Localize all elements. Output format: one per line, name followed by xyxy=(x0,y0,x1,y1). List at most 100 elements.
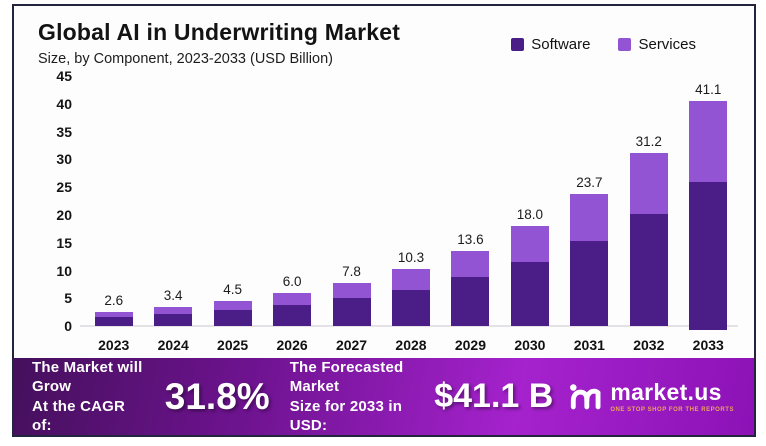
x-tick-2031: 2031 xyxy=(573,337,605,354)
segment-software xyxy=(689,182,728,330)
x-tick-2029: 2029 xyxy=(454,337,487,354)
x-axis-line xyxy=(80,325,738,328)
brand-text: market.us ONE STOP SHOP FOR THE REPORTS xyxy=(610,378,734,413)
value-label: 10.3 xyxy=(397,250,425,265)
segment-services xyxy=(154,307,193,315)
stacked-bar-2024 xyxy=(154,307,193,327)
segment-services xyxy=(629,152,668,214)
segment-services xyxy=(570,194,609,242)
y-tick-20: 20 xyxy=(56,207,72,224)
stacked-bar-2033 xyxy=(689,101,728,330)
segment-software xyxy=(510,261,549,327)
bar-group-2024: 3.4 2024 xyxy=(143,82,202,354)
bar-group-2032: 31.2 2032 xyxy=(619,82,678,354)
stacked-bar-2031 xyxy=(570,194,609,327)
legend-item-software: Software xyxy=(511,36,590,53)
value-label: 3.4 xyxy=(163,288,183,304)
y-tick-15: 15 xyxy=(56,234,72,251)
segment-software xyxy=(451,277,490,327)
segment-services xyxy=(510,226,549,262)
value-label: 31.2 xyxy=(635,133,662,149)
chart-subtitle: Size, by Component, 2023-2033 (USD Billi… xyxy=(38,51,333,67)
bar-group-2023: 2.6 2023 xyxy=(84,82,143,354)
brand-name: market.us xyxy=(610,378,722,405)
forecast-label: The Forecasted Market Size for 2033 in U… xyxy=(289,359,404,434)
bar-group-2027: 7.8 2027 xyxy=(322,82,381,354)
brand-logo: market.us ONE STOP SHOP FOR THE REPORTS xyxy=(567,379,738,415)
x-tick-2025: 2025 xyxy=(217,337,249,354)
bars-container: 2.6 2023 3.4 2024 4.5 2025 6.0 2026 7.8 2027 10.3 2… xyxy=(84,82,738,354)
x-tick-2026: 2026 xyxy=(276,337,308,354)
value-label: 4.5 xyxy=(223,282,243,298)
stacked-bar-2023 xyxy=(94,311,133,327)
bar-group-2029: 13.6 2029 xyxy=(441,82,500,354)
segment-services xyxy=(451,250,490,278)
bar-group-2030: 18.0 2030 xyxy=(500,82,559,354)
bar-group-2028: 10.3 2028 xyxy=(381,82,440,354)
segment-services xyxy=(94,311,133,317)
y-tick-40: 40 xyxy=(56,95,72,112)
stacked-bar-2029 xyxy=(451,250,490,327)
segment-software xyxy=(332,298,371,327)
stacked-bar-2027 xyxy=(332,282,371,327)
x-tick-2023: 2023 xyxy=(98,337,130,354)
bar-group-2025: 4.5 2025 xyxy=(203,82,262,354)
segment-services xyxy=(332,282,371,299)
y-tick-25: 25 xyxy=(56,179,72,196)
segment-services xyxy=(391,269,430,290)
value-label: 41.1 xyxy=(695,82,722,97)
legend-label-software: Software xyxy=(531,36,591,53)
segment-software xyxy=(391,289,430,327)
y-tick-30: 30 xyxy=(56,151,72,168)
y-tick-35: 35 xyxy=(56,123,72,140)
segment-services xyxy=(273,292,312,305)
cagr-label: The Market will Grow At the CAGR of: xyxy=(32,359,143,434)
x-tick-2024: 2024 xyxy=(157,337,189,354)
legend-label-services: Services xyxy=(638,36,696,53)
segment-services xyxy=(213,301,252,311)
infographic-frame: Global AI in Underwriting Market Size, b… xyxy=(12,4,756,437)
page-title: Global AI in Underwriting Market xyxy=(38,19,401,45)
value-label: 18.0 xyxy=(516,207,544,223)
value-label: 6.0 xyxy=(282,273,302,289)
x-tick-2032: 2032 xyxy=(633,337,665,354)
stacked-bar-2028 xyxy=(391,269,430,327)
stacked-bar-2025 xyxy=(213,301,252,327)
x-tick-2027: 2027 xyxy=(335,337,368,354)
legend-item-services: Services xyxy=(618,36,696,53)
market-us-logo-icon xyxy=(570,383,601,409)
value-label: 2.6 xyxy=(104,292,124,308)
chart-legend: Software Services xyxy=(511,36,696,53)
value-label: 23.7 xyxy=(576,175,603,191)
brand-tagline: ONE STOP SHOP FOR THE REPORTS xyxy=(610,406,734,413)
segment-software xyxy=(629,213,668,327)
y-tick-5: 5 xyxy=(64,290,72,307)
segment-software xyxy=(213,310,252,327)
software-swatch xyxy=(511,38,525,51)
x-tick-2033: 2033 xyxy=(692,337,724,354)
bar-group-2026: 6.0 2026 xyxy=(262,82,321,354)
y-axis: 0 5 10 15 20 25 30 35 40 45 xyxy=(42,68,72,354)
y-tick-10: 10 xyxy=(56,262,72,279)
stacked-bar-2030 xyxy=(510,226,549,327)
chart-area: 0 5 10 15 20 25 30 35 40 45 2.6 2023 3.4 2024 4.5 2025… xyxy=(14,68,754,358)
y-tick-45: 45 xyxy=(56,68,72,85)
bar-group-2033: 41.1 2033 xyxy=(679,82,738,354)
segment-software xyxy=(570,241,609,327)
value-label: 13.6 xyxy=(457,231,484,247)
bottom-banner: The Market will Grow At the CAGR of: 31.… xyxy=(14,358,754,435)
x-tick-2030: 2030 xyxy=(514,337,546,354)
services-swatch xyxy=(618,38,632,51)
cagr-value: 31.8% xyxy=(164,375,270,417)
forecast-value: $41.1 B xyxy=(434,377,554,416)
segment-software xyxy=(94,316,133,327)
stacked-bar-2026 xyxy=(273,292,312,327)
segment-software xyxy=(154,314,193,327)
x-tick-2028: 2028 xyxy=(395,337,427,354)
segment-services xyxy=(689,101,728,183)
plot-area: 2.6 2023 3.4 2024 4.5 2025 6.0 2026 7.8 2027 10.3 2… xyxy=(80,82,738,354)
segment-software xyxy=(273,304,312,327)
y-tick-0: 0 xyxy=(64,318,72,335)
value-label: 7.8 xyxy=(342,263,361,279)
bar-group-2031: 23.7 2031 xyxy=(560,82,619,354)
